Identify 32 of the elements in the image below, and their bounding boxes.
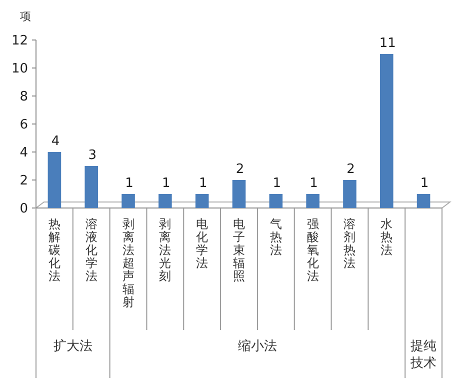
data-label: 1 xyxy=(198,176,208,191)
y-tick-label: 8 xyxy=(20,90,28,104)
data-label: 11 xyxy=(379,36,396,51)
text: 扩大法 xyxy=(52,338,94,355)
y-tick-label: 6 xyxy=(20,118,28,132)
data-label: 1 xyxy=(162,176,170,191)
data-label: 3 xyxy=(88,148,97,163)
x-tick-label: 溶液化学法 xyxy=(84,217,98,283)
x-tick-label: 水热法 xyxy=(380,217,394,257)
text: 缩小法 xyxy=(236,338,278,355)
y-tick-label: 0 xyxy=(20,202,28,216)
y-tick-label: 10 xyxy=(11,62,28,76)
data-label: 2 xyxy=(236,162,244,177)
y-tick-label: 12 xyxy=(11,34,28,48)
x-tick-label: 剥离法光刻 xyxy=(158,217,172,283)
x-tick-label: 气热法 xyxy=(269,217,282,257)
data-label: 2 xyxy=(346,162,355,177)
data-label: 1 xyxy=(420,176,429,191)
data-label: 1 xyxy=(125,176,134,191)
text: 提纯技术 xyxy=(410,338,438,372)
x-tick-label: 剥离法超声辐射 xyxy=(122,217,135,309)
x-tick-label: 强酸氧化法 xyxy=(306,217,320,283)
y-tick-label: 2 xyxy=(20,174,28,188)
x-tick-label: 电子束辐照 xyxy=(232,217,246,283)
data-label: 1 xyxy=(310,176,318,191)
y-tick-label: 4 xyxy=(20,146,28,160)
data-label: 1 xyxy=(272,176,282,191)
x-tick-label: 电化学法 xyxy=(196,217,209,270)
x-tick-label: 溶剂热法 xyxy=(343,217,356,270)
data-label: 4 xyxy=(51,134,60,149)
y-axis-title: 项 xyxy=(20,10,31,23)
x-tick-label: 热解碳化法 xyxy=(48,217,61,283)
